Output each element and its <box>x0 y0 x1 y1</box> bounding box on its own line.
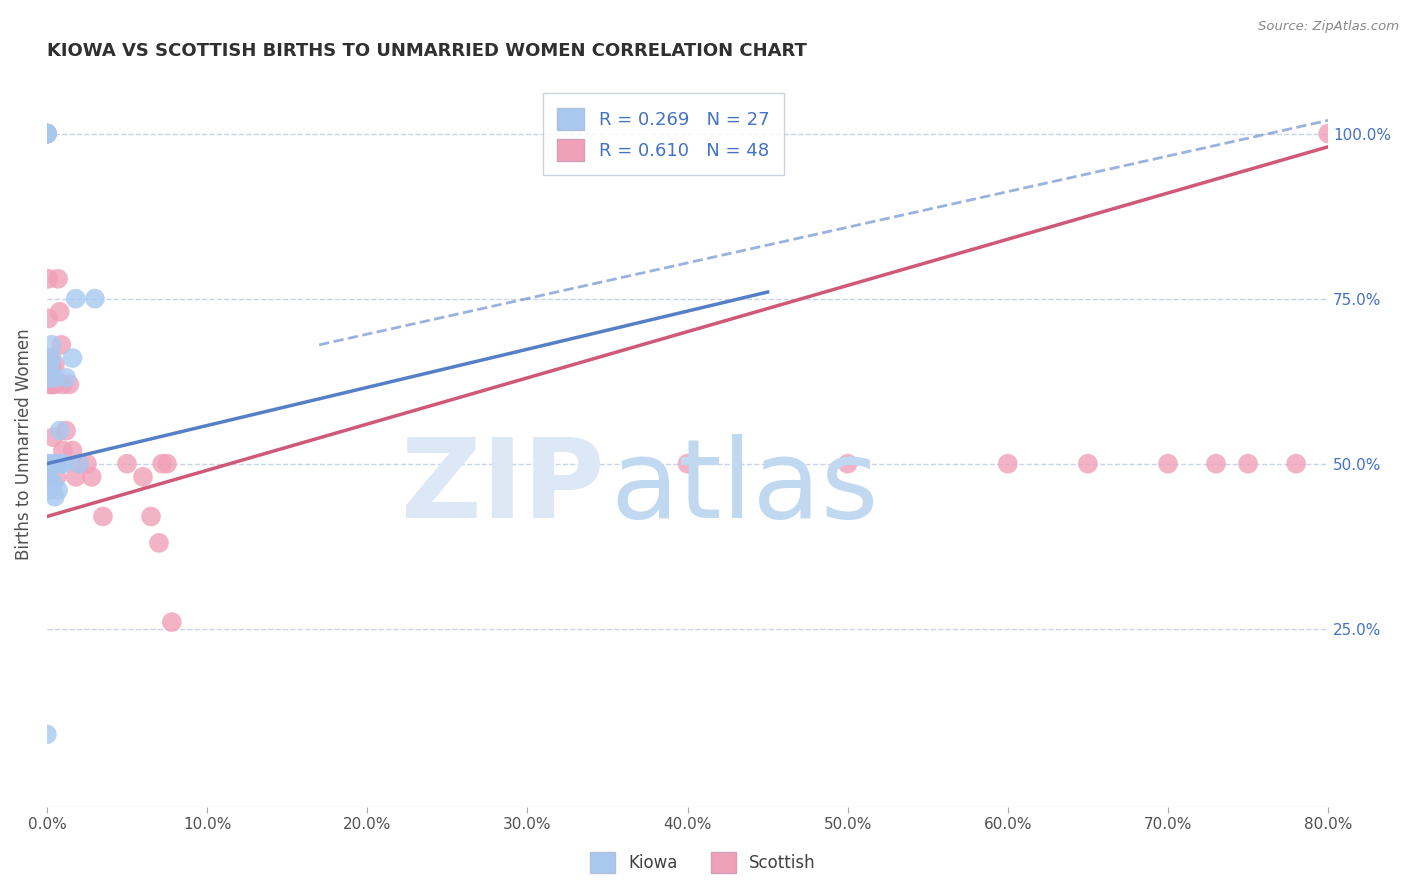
Text: atlas: atlas <box>610 434 879 541</box>
Point <box>676 457 699 471</box>
Point <box>39 351 62 365</box>
Point <box>48 424 70 438</box>
Point <box>41 377 63 392</box>
Point <box>1157 457 1180 471</box>
Point <box>67 457 90 471</box>
Point <box>35 127 58 141</box>
Point <box>39 457 62 471</box>
Point <box>1237 457 1260 471</box>
Point <box>37 272 59 286</box>
Point <box>37 311 59 326</box>
Point <box>55 371 77 385</box>
Point <box>42 457 65 471</box>
Point <box>42 430 65 444</box>
Point <box>52 377 75 392</box>
Point <box>37 483 59 497</box>
Legend: Kiowa, Scottish: Kiowa, Scottish <box>583 846 823 880</box>
Point <box>42 457 65 471</box>
Point <box>80 470 103 484</box>
Point <box>44 377 66 392</box>
Point <box>35 470 58 484</box>
Point <box>115 457 138 471</box>
Point <box>1205 457 1227 471</box>
Point <box>37 470 59 484</box>
Point <box>35 127 58 141</box>
Point <box>46 483 69 497</box>
Point <box>41 338 63 352</box>
Point <box>35 127 58 141</box>
Text: KIOWA VS SCOTTISH BIRTHS TO UNMARRIED WOMEN CORRELATION CHART: KIOWA VS SCOTTISH BIRTHS TO UNMARRIED WO… <box>46 42 807 60</box>
Point <box>62 443 84 458</box>
Point <box>150 457 173 471</box>
Point <box>35 127 58 141</box>
Point <box>37 457 59 471</box>
Point <box>41 351 63 365</box>
Point <box>1317 127 1340 141</box>
Point <box>41 358 63 372</box>
Point <box>1285 457 1308 471</box>
Point <box>67 457 90 471</box>
Point <box>42 476 65 491</box>
Point <box>51 457 73 471</box>
Text: ZIP: ZIP <box>401 434 605 541</box>
Point <box>44 358 66 372</box>
Point <box>45 470 67 484</box>
Point <box>35 127 58 141</box>
Point <box>997 457 1019 471</box>
Point <box>139 509 162 524</box>
Point <box>52 457 75 471</box>
Point <box>148 536 170 550</box>
Point <box>45 457 67 471</box>
Point <box>35 727 58 741</box>
Point <box>156 457 179 471</box>
Point <box>39 377 62 392</box>
Point <box>39 358 62 372</box>
Point <box>65 470 87 484</box>
Point <box>62 351 84 365</box>
Point <box>52 443 75 458</box>
Point <box>46 272 69 286</box>
Point <box>76 457 98 471</box>
Point <box>65 292 87 306</box>
Point <box>51 338 73 352</box>
Y-axis label: Births to Unmarried Women: Births to Unmarried Women <box>15 328 32 559</box>
Point <box>1077 457 1099 471</box>
Point <box>44 490 66 504</box>
Point <box>55 424 77 438</box>
Point <box>35 127 58 141</box>
Point <box>35 127 58 141</box>
Point <box>84 292 107 306</box>
Point <box>45 457 67 471</box>
Point <box>160 615 183 629</box>
Text: Source: ZipAtlas.com: Source: ZipAtlas.com <box>1258 20 1399 33</box>
Point <box>35 457 58 471</box>
Point <box>837 457 859 471</box>
Point <box>58 377 80 392</box>
Point <box>44 371 66 385</box>
Point <box>48 305 70 319</box>
Point <box>35 127 58 141</box>
Point <box>35 127 58 141</box>
Point <box>132 470 155 484</box>
Point <box>91 509 114 524</box>
Legend: R = 0.269   N = 27, R = 0.610   N = 48: R = 0.269 N = 27, R = 0.610 N = 48 <box>543 94 783 176</box>
Point <box>39 371 62 385</box>
